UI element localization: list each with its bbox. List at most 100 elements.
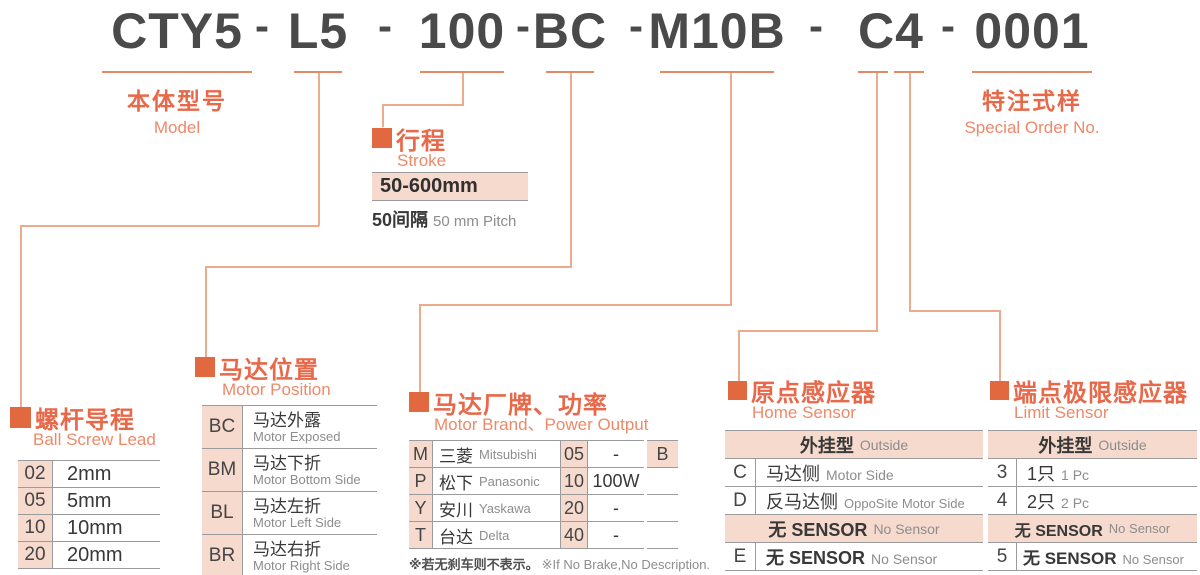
connector-motor-position xyxy=(205,266,207,357)
band-cn: 无 SENSOR xyxy=(1014,522,1103,540)
connector-motor-brand xyxy=(730,73,732,306)
brake-footnote-en: ※If No Brake,No Description. xyxy=(541,557,711,572)
value-en: No Sensor xyxy=(1122,552,1184,567)
title-segment-sensors: C4 xyxy=(858,3,924,59)
underline-limit-sensor xyxy=(894,71,924,73)
home-sensor-section: 原点感应器 Home Sensor 外挂型 Outside C 马达侧 Motor … xyxy=(725,377,983,571)
title-segment-body: CTY5 xyxy=(111,3,243,59)
power-code-cell: 40 xyxy=(561,522,588,548)
brand-en: Delta xyxy=(479,527,510,543)
title-separator: - xyxy=(378,2,392,49)
code-cell: 10 xyxy=(18,515,53,541)
value-cn: 马达左折 xyxy=(253,496,321,516)
no-sensor-band-row: 无 SENSOR No Sensor xyxy=(988,514,1197,542)
section-marker-icon xyxy=(409,392,429,412)
ball-screw-table: 02 2mm 05 5mm 10 10mm 20 20mm xyxy=(18,460,160,569)
underline-motor-position xyxy=(546,71,594,73)
connector-lead xyxy=(20,225,22,409)
motor-position-table: BC 马达外露 Motor Exposed BM 马达下折 Motor Bottom… xyxy=(202,405,377,575)
connector-stroke xyxy=(462,73,464,106)
special-order-label: 特注式样 Special Order No. xyxy=(964,82,1099,138)
title-separator: - xyxy=(809,2,823,49)
title-separator: - xyxy=(255,2,269,49)
model-label-en: Model xyxy=(153,118,201,137)
connector-home-sensor xyxy=(738,330,740,383)
value-cn: 马达侧 xyxy=(766,463,820,484)
band-cn: 外挂型 xyxy=(1038,435,1093,456)
section-marker-icon xyxy=(195,357,215,377)
title-segment-lead: L5 xyxy=(287,3,349,59)
band-en: No Sensor xyxy=(873,520,940,537)
brand-cn: 安川 xyxy=(439,500,473,520)
connector-motor-brand xyxy=(419,304,731,306)
stroke-title-en: Stroke xyxy=(397,151,447,170)
connector-limit-sensor xyxy=(999,310,1001,383)
table-row: M 三菱 Mitsubishi 05 - xyxy=(409,440,644,467)
title-segment-motor-position: BC xyxy=(532,3,608,59)
connector-limit-sensor xyxy=(909,310,1000,312)
power-value-cell: - xyxy=(613,524,619,545)
brand-en: Yaskawa xyxy=(479,500,531,516)
value-cn: 2只 xyxy=(1027,491,1056,512)
table-row: 05 5mm xyxy=(18,487,160,514)
value-en: 2 Pc xyxy=(1061,494,1090,511)
connector-stroke xyxy=(382,104,384,127)
table-row: 3 1只 1 Pc xyxy=(988,458,1197,486)
ball-screw-title-cn: 螺杆导程 xyxy=(35,406,135,434)
limit-sensor-table: 外挂型 Outside 3 1只 1 Pc 4 2只 2 Pc 无 SENSOR No … xyxy=(988,430,1197,571)
code-cell: 5 xyxy=(988,543,1017,570)
model-label-cn: 本体型号 xyxy=(127,88,227,114)
underline-stroke xyxy=(420,71,504,73)
title-separator: - xyxy=(629,2,643,49)
value-en: Motor Left Side xyxy=(253,514,342,530)
empty-cell xyxy=(647,494,678,521)
code-cell: 4 xyxy=(988,487,1017,514)
band-en: Outside xyxy=(859,436,909,453)
table-row: BM 马达下折 Motor Bottom Side xyxy=(202,448,377,491)
motor-brand-title-cn: 马达厂牌、功率 xyxy=(433,391,608,419)
code-cell: E xyxy=(725,543,756,570)
home-sensor-title-en: Home Sensor xyxy=(752,403,856,422)
underline-lead xyxy=(294,71,342,73)
value-en: No Sensor xyxy=(871,550,938,567)
value-cn: 无 SENSOR xyxy=(766,547,866,568)
brake-code-cell: B xyxy=(647,440,678,467)
band-en: No Sensor xyxy=(1108,521,1171,536)
table-row: 5 无 SENSOR No Sensor xyxy=(988,542,1197,570)
brand-code-cell: M xyxy=(409,441,433,467)
band-cn: 外挂型 xyxy=(799,435,854,456)
stroke-pitch: 50间隔 50 mm Pitch xyxy=(372,206,528,232)
connector-lead xyxy=(318,73,320,226)
code-cell: 3 xyxy=(988,459,1017,486)
brand-cn: 台达 xyxy=(439,527,473,547)
table-row: Y 安川 Yaskawa 20 - xyxy=(409,494,644,521)
code-cell: BL xyxy=(202,492,243,534)
no-sensor-band-row: 无 SENSOR No Sensor xyxy=(725,514,983,542)
title-segment-special: 0001 xyxy=(974,3,1090,59)
limit-sensor-section: 端点极限感应器 Limit Sensor 外挂型 Outside 3 1只 1 Pc… xyxy=(988,377,1197,571)
value-cn: 马达下折 xyxy=(253,453,321,473)
brand-code-cell: T xyxy=(409,522,433,548)
stroke-pitch-en: 50 mm Pitch xyxy=(433,213,517,230)
table-row: P 松下 Panasonic 10 100W xyxy=(409,467,644,494)
section-marker-icon xyxy=(990,380,1009,400)
table-row: BL 马达左折 Motor Left Side xyxy=(202,491,377,534)
brand-cn: 三菱 xyxy=(439,446,473,466)
stroke-title-cn: 行程 xyxy=(396,127,446,155)
connector-stroke xyxy=(382,104,463,106)
limit-sensor-title-cn: 端点极限感应器 xyxy=(1013,379,1188,407)
value-cell: 5mm xyxy=(67,489,112,512)
value-en: Motor Right Side xyxy=(253,557,350,573)
empty-cell xyxy=(647,521,678,548)
power-value-cell: - xyxy=(613,497,619,518)
band-cn: 无 SENSOR xyxy=(768,519,868,540)
brand-en: Mitsubishi xyxy=(479,446,537,462)
table-row: E 无 SENSOR No Sensor xyxy=(725,542,983,570)
ball-screw-title-en: Ball Screw Lead xyxy=(33,430,156,449)
table-row: D 反马达侧 OppoSite Motor Side xyxy=(725,486,983,514)
table-row: 4 2只 2 Pc xyxy=(988,486,1197,514)
stroke-range-cell: 50-600mm xyxy=(372,172,528,201)
code-cell: 20 xyxy=(18,542,53,568)
code-cell: 02 xyxy=(18,461,53,487)
